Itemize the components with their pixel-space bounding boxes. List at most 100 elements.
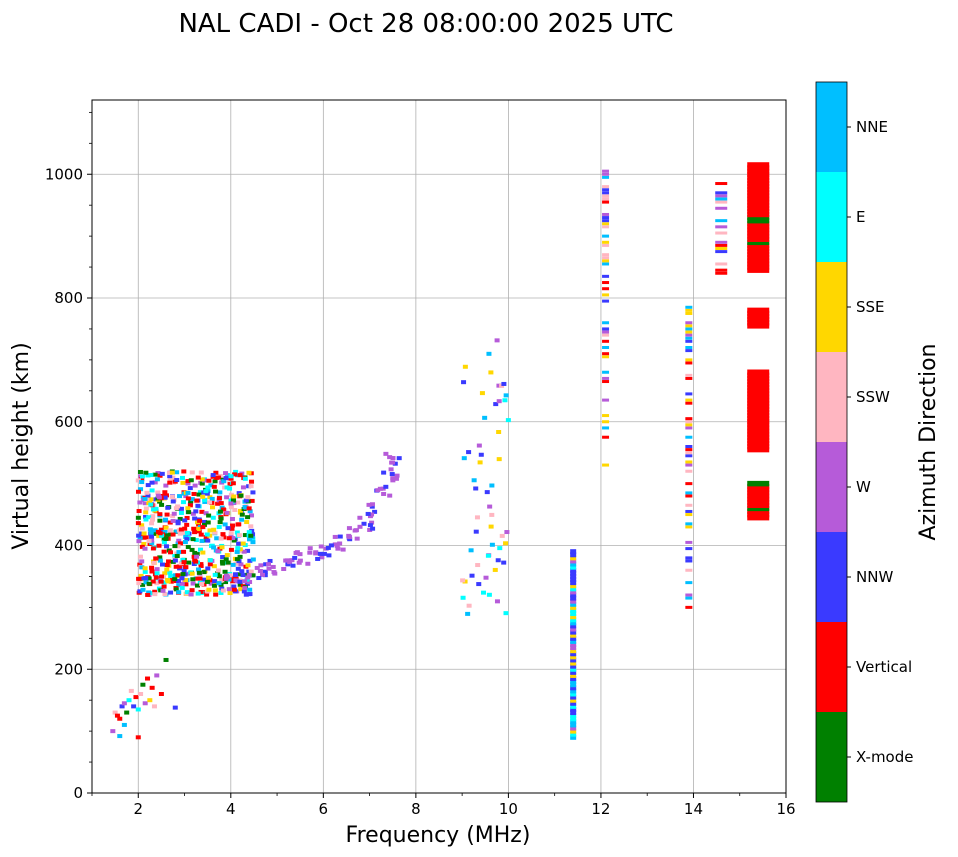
echo-point <box>247 587 253 592</box>
echo-point <box>747 211 770 218</box>
echo-point <box>206 478 212 483</box>
echo-point <box>489 483 495 488</box>
echo-point <box>192 557 198 562</box>
echo-point <box>207 500 213 505</box>
echo-point <box>685 398 693 402</box>
echo-point <box>570 564 577 570</box>
echo-point <box>478 452 484 457</box>
echo-point <box>685 525 693 529</box>
echo-point <box>149 685 155 690</box>
echo-point <box>236 491 242 496</box>
colorbar-swatch-sse <box>816 262 847 352</box>
echo-point <box>146 576 152 581</box>
echo-point <box>685 420 693 424</box>
echo-point <box>200 494 206 499</box>
echo-point <box>685 596 693 600</box>
echo-point <box>137 536 143 541</box>
echo-point <box>602 355 610 359</box>
echo-point <box>230 523 236 528</box>
echo-point <box>293 550 299 555</box>
echo-point <box>570 607 577 613</box>
echo-point <box>179 585 185 590</box>
echo-point <box>196 522 202 527</box>
echo-point <box>142 566 148 571</box>
echo-point <box>241 589 247 594</box>
echo-point <box>488 370 494 375</box>
echo-point <box>151 560 157 565</box>
echo-point <box>220 532 226 537</box>
echo-point <box>181 569 187 574</box>
colorbar-swatch-ssw <box>816 352 847 442</box>
echo-point <box>685 321 693 325</box>
echo-point <box>143 576 149 581</box>
echo-point <box>163 525 169 530</box>
echo-point <box>199 509 205 514</box>
echo-point <box>570 614 577 620</box>
echo-point <box>231 538 237 543</box>
echo-point <box>170 532 176 537</box>
echo-point <box>747 255 770 261</box>
echo-point <box>468 548 474 553</box>
echo-point <box>218 536 224 541</box>
grid-lines <box>92 100 787 794</box>
echo-point <box>256 576 262 581</box>
echo-point <box>153 506 159 511</box>
echo-point <box>248 484 254 489</box>
echo-point <box>175 519 181 524</box>
echo-point <box>570 651 577 657</box>
echo-point <box>361 521 367 526</box>
echo-point <box>189 497 195 502</box>
echo-point <box>244 520 250 525</box>
echo-point <box>189 547 195 552</box>
echo-point <box>245 515 251 520</box>
echo-point <box>234 530 240 535</box>
echo-point <box>747 177 770 184</box>
echo-point <box>150 579 156 584</box>
echo-point <box>135 478 141 483</box>
echo-point <box>198 562 204 567</box>
echo-point <box>247 509 253 514</box>
echo-point <box>747 425 770 431</box>
echo-point <box>232 472 238 477</box>
echo-point <box>501 381 507 386</box>
echo-point <box>206 587 212 592</box>
echo-point <box>143 580 149 585</box>
echo-point <box>181 500 187 505</box>
echo-point <box>685 358 693 362</box>
echo-point <box>747 245 770 252</box>
echo-point <box>239 512 245 517</box>
echo-point <box>224 495 230 500</box>
echo-point <box>220 588 226 593</box>
echo-point <box>185 481 191 486</box>
echo-point <box>164 544 170 549</box>
echo-point <box>242 476 248 481</box>
echo-point <box>747 440 770 447</box>
x-tick-label: 4 <box>226 800 236 818</box>
echo-point <box>212 530 218 535</box>
echo-point <box>570 731 577 737</box>
echo-point <box>161 584 167 589</box>
echo-point <box>248 533 254 538</box>
echo-point <box>187 503 193 508</box>
echo-point <box>157 518 163 523</box>
echo-point <box>243 592 249 597</box>
echo-point <box>232 508 238 513</box>
echo-point <box>747 264 770 270</box>
echo-point <box>131 704 137 709</box>
echo-point <box>245 563 251 568</box>
echo-point <box>685 305 693 309</box>
echo-point <box>381 470 387 475</box>
echo-point <box>136 581 142 586</box>
echo-point <box>377 486 383 491</box>
echo-point <box>199 481 205 486</box>
echo-point <box>213 592 219 597</box>
x-tick-label: 6 <box>319 800 329 818</box>
echo-point <box>133 695 139 700</box>
echo-point <box>570 635 577 641</box>
echo-point <box>192 516 198 521</box>
echo-point <box>169 470 175 475</box>
echo-point <box>176 564 182 569</box>
echo-point <box>747 446 770 453</box>
echo-point <box>747 310 770 317</box>
echo-point <box>245 548 251 553</box>
